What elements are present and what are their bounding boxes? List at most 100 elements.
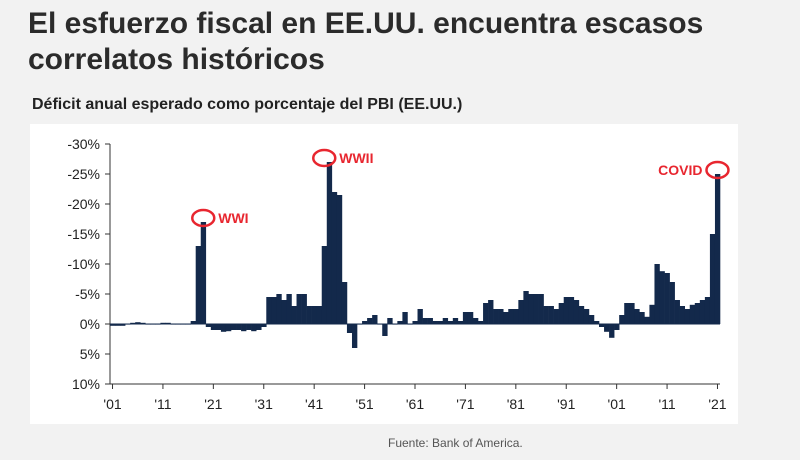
bar	[467, 312, 474, 324]
bar	[367, 318, 373, 324]
bar	[533, 294, 539, 324]
bar	[659, 271, 665, 324]
bar	[422, 318, 428, 324]
y-tick-label: -5%	[75, 286, 100, 302]
bar	[704, 297, 711, 324]
bar	[321, 246, 328, 324]
bar	[639, 312, 645, 324]
x-tick-label: '01	[608, 396, 626, 412]
bar	[427, 318, 433, 324]
bar	[215, 324, 222, 330]
bar	[694, 303, 701, 324]
bar	[644, 316, 650, 324]
bar	[629, 303, 635, 324]
bar	[256, 324, 262, 330]
bar	[110, 324, 116, 326]
bar	[165, 322, 171, 324]
bar	[397, 321, 403, 324]
bar	[669, 282, 675, 324]
annotation-label: COVID	[658, 162, 702, 178]
bar	[442, 318, 449, 324]
bar	[220, 324, 227, 332]
bar	[306, 306, 312, 324]
bar	[362, 321, 368, 324]
y-tick-label: -25%	[67, 166, 100, 182]
bar	[311, 306, 317, 324]
chart-area: -30% -25% -20% -15% -10% -5% 0% 5% 10% '01 '11 '21…	[30, 124, 738, 424]
bar	[331, 192, 338, 324]
bar	[417, 309, 423, 324]
bar	[709, 234, 716, 324]
bar	[488, 300, 494, 324]
bar	[578, 306, 585, 324]
bar	[563, 297, 570, 324]
bar	[341, 282, 348, 324]
bar	[543, 306, 549, 324]
annotation-circle	[312, 148, 337, 168]
annotation-label: WWII	[339, 150, 373, 166]
bar	[200, 222, 207, 324]
deficit-bar-chart: -30% -25% -20% -15% -10% -5% 0% 5% 10% '01 '11 '21…	[67, 136, 730, 412]
bar	[614, 324, 620, 330]
bar	[120, 324, 126, 326]
bar	[130, 322, 136, 324]
bar	[679, 306, 686, 324]
bar	[210, 324, 217, 330]
bar	[714, 174, 721, 324]
x-tick-label: '61	[406, 396, 424, 412]
bar	[402, 312, 408, 324]
bar	[261, 324, 267, 327]
bar	[654, 264, 660, 324]
bar	[689, 304, 696, 324]
bar	[664, 273, 670, 324]
x-tick-label: '31	[255, 396, 273, 412]
bar	[684, 309, 691, 324]
y-tick-label: 0%	[80, 316, 100, 332]
chart-subtitle: Déficit anual esperado como porcentaje d…	[32, 96, 463, 113]
bar	[483, 303, 489, 324]
bar	[538, 294, 544, 324]
bar	[568, 297, 575, 324]
annotation-circle	[705, 160, 730, 180]
x-tick-label: '21	[708, 396, 726, 412]
bar	[513, 309, 519, 324]
x-tick-label: '51	[355, 396, 373, 412]
bar	[412, 321, 418, 324]
bar	[160, 322, 166, 324]
bar	[503, 312, 509, 324]
bar	[281, 300, 287, 324]
bar	[599, 324, 605, 327]
bar	[225, 324, 232, 332]
y-tick-label: 10%	[72, 376, 100, 392]
y-tick-label: -30%	[67, 136, 100, 152]
y-tick-label: -10%	[67, 256, 100, 272]
bar	[251, 324, 257, 332]
bar	[372, 315, 378, 324]
bar	[336, 195, 343, 324]
bar	[619, 315, 625, 324]
bar	[624, 303, 630, 324]
bar	[351, 324, 358, 348]
bar	[558, 303, 565, 324]
bar	[493, 309, 499, 324]
bar	[452, 318, 459, 324]
bar	[286, 294, 292, 324]
x-tick-label: '11	[154, 396, 171, 412]
bar	[432, 321, 438, 324]
bar	[583, 309, 590, 324]
bar	[478, 321, 484, 324]
bar	[472, 318, 479, 324]
bar	[266, 297, 272, 324]
bar	[699, 300, 706, 324]
x-tick-label: '21	[204, 396, 222, 412]
x-tick-label: '71	[456, 396, 474, 412]
y-axis: -30% -25% -20% -15% -10% -5% 0% 5% 10%	[67, 136, 111, 392]
bar	[573, 300, 580, 324]
bar	[326, 162, 333, 324]
y-tick-label: -20%	[67, 196, 100, 212]
bar	[135, 322, 141, 324]
bar	[553, 309, 559, 324]
bar	[523, 291, 529, 324]
bar	[140, 322, 146, 324]
bar	[236, 324, 242, 330]
